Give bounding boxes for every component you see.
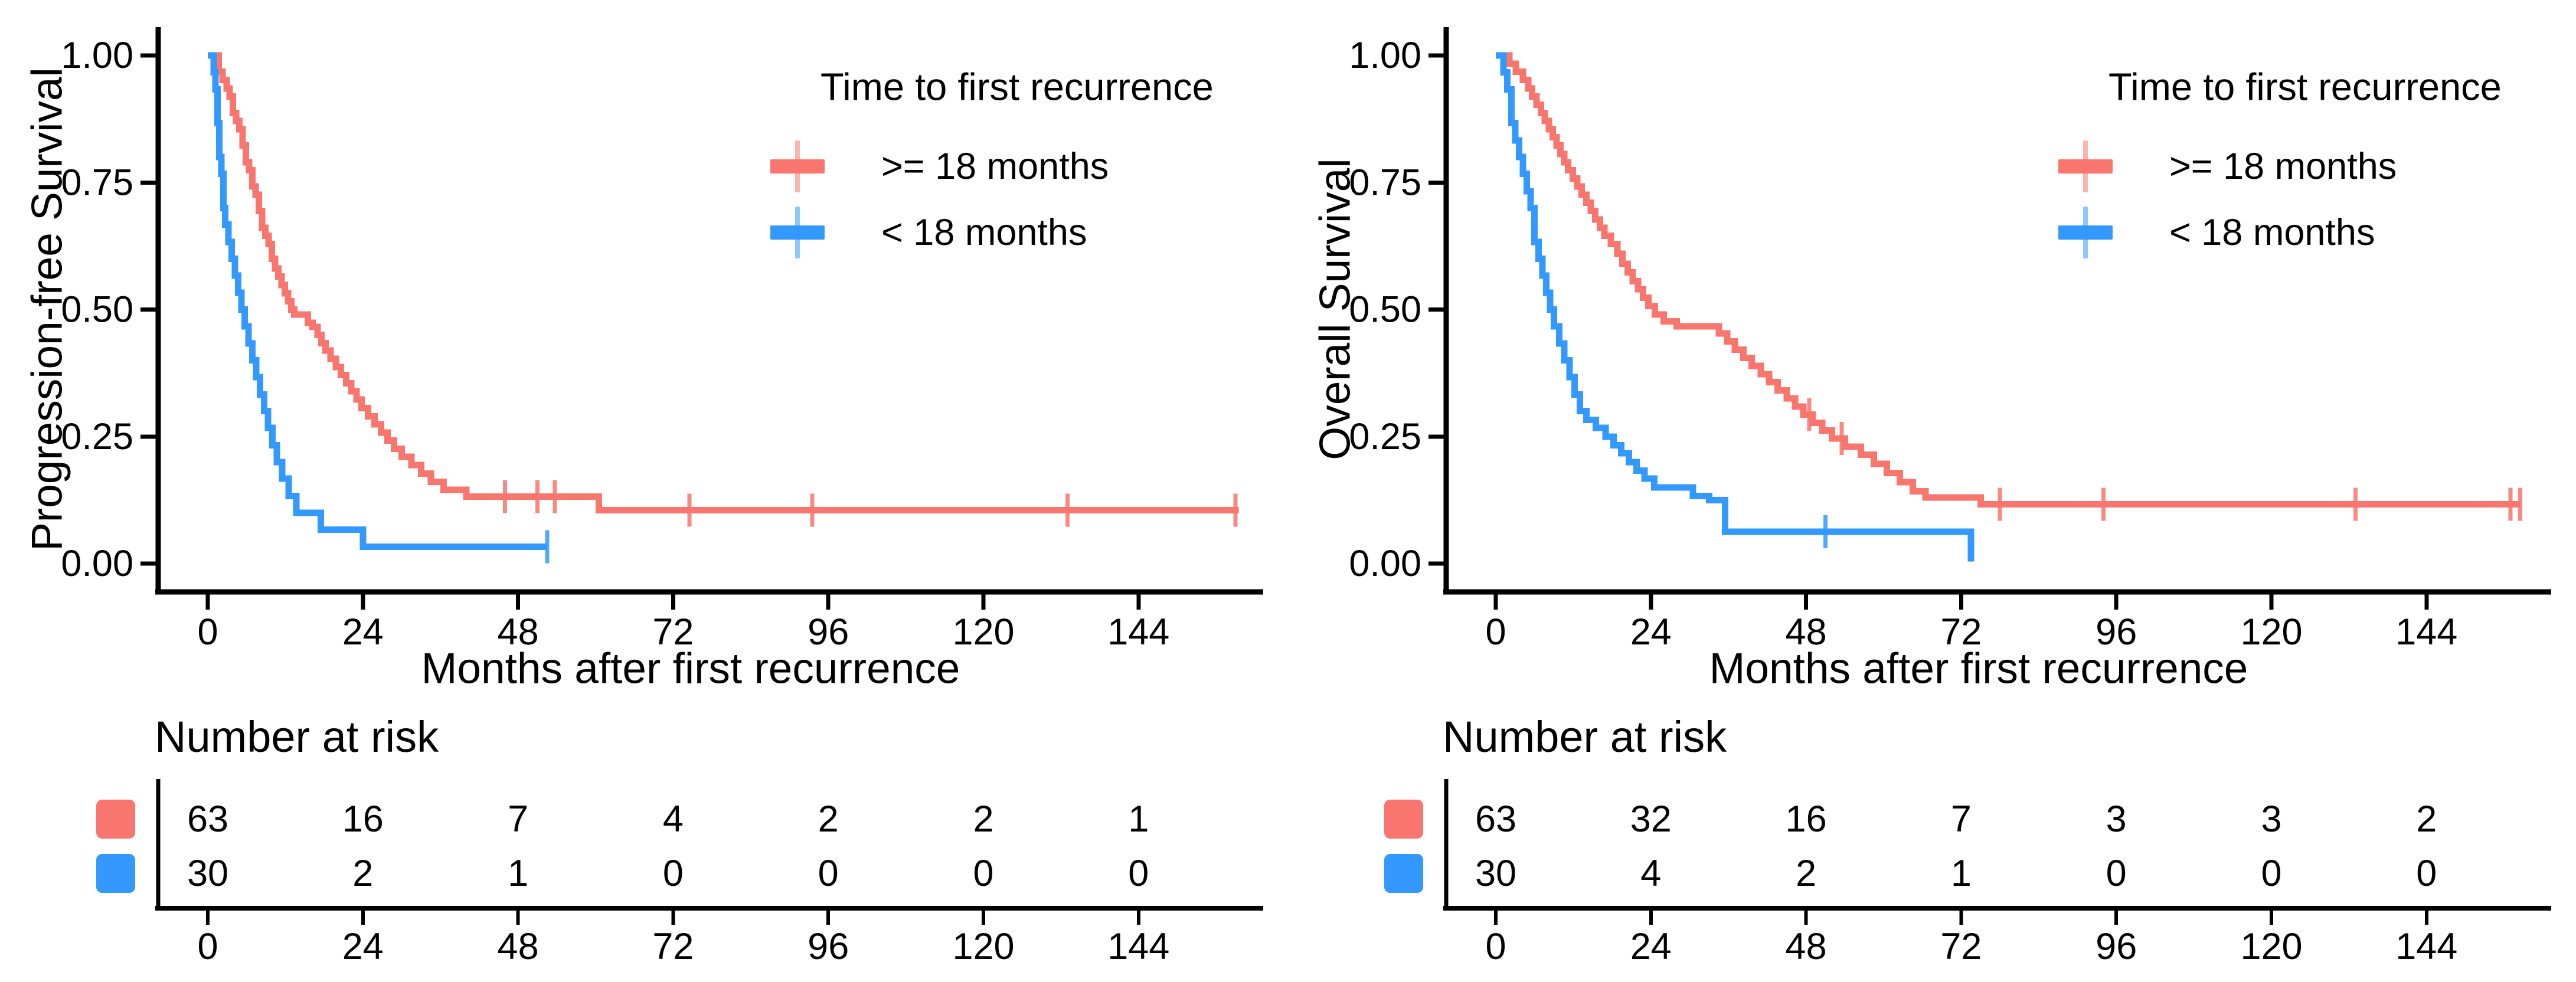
y-tick-label: 0.00	[61, 543, 133, 584]
y-tick-label: 0.25	[1349, 416, 1421, 457]
pfs-y-axis-title: Progression-free Survival	[23, 67, 71, 551]
y-tick-label: 0.75	[61, 162, 133, 203]
x-tick-label: 72	[1940, 611, 1982, 653]
risk-count: 3	[2261, 798, 2281, 840]
risk-row-key-lt18-icon	[96, 854, 135, 893]
x-tick-label: 0	[1485, 611, 1506, 653]
risk-row-key-lt18-icon	[1384, 854, 1423, 893]
x-tick-label: 96	[2096, 611, 2137, 653]
km-curve	[1496, 52, 1975, 562]
risk-count: 16	[1786, 798, 1827, 840]
risk-row-key-ge18-icon	[96, 800, 135, 839]
risk-tick-label: 24	[1630, 926, 1672, 967]
y-tick-label: 0.25	[61, 416, 133, 457]
risk-tick-label: 72	[652, 926, 694, 967]
pfs-x-axis-title: Months after first recurrence	[421, 644, 960, 693]
risk-count: 0	[1128, 853, 1149, 894]
km-curve	[208, 52, 1239, 514]
y-tick-label: 0.75	[1349, 162, 1421, 203]
os-y-axis-title: Overall Survival	[1311, 158, 1359, 460]
risk-count: 0	[2106, 853, 2127, 894]
y-tick-label: 0.50	[61, 289, 133, 330]
risk-tick-label: 24	[342, 926, 384, 967]
x-tick-label: 120	[952, 611, 1014, 653]
risk-count: 4	[663, 798, 684, 840]
risk-count: 7	[508, 798, 528, 840]
risk-count: 0	[663, 853, 684, 894]
risk-count: 4	[1640, 853, 1661, 894]
x-tick-label: 48	[498, 611, 539, 653]
risk-count: 2	[352, 853, 373, 894]
risk-count: 2	[973, 798, 993, 840]
risk-tick-label: 144	[1107, 926, 1169, 967]
os-x-axis-title: Months after first recurrence	[1709, 644, 2248, 693]
x-tick-label: 24	[1630, 611, 1672, 653]
risk-count: 0	[2261, 853, 2281, 894]
os-panel: 1.00 0.75 0.50 0.25 0.00 0 24 48 72 96 120 144 63 32 1…	[1288, 0, 2576, 982]
risk-count: 63	[187, 798, 228, 840]
risk-count: 2	[1796, 853, 1816, 894]
pfs-risk-table-title: Number at risk	[155, 712, 439, 761]
risk-tick-label: 96	[808, 926, 849, 967]
y-tick-label: 1.00	[61, 35, 133, 76]
risk-tick-label: 120	[2240, 926, 2302, 967]
risk-count: 30	[1475, 853, 1516, 894]
risk-count: 0	[818, 853, 839, 894]
risk-count: 3	[2106, 798, 2127, 840]
risk-tick-label: 144	[2395, 926, 2457, 967]
km-curve	[208, 52, 547, 551]
risk-tick-label: 0	[197, 926, 218, 967]
risk-count: 2	[2416, 798, 2437, 840]
risk-count: 32	[1630, 798, 1672, 840]
os-risk-table-title: Number at risk	[1443, 712, 1727, 761]
y-tick-label: 0.00	[1349, 543, 1421, 584]
x-tick-label: 144	[1107, 611, 1169, 653]
x-tick-label: 120	[2240, 611, 2302, 653]
y-tick-label: 0.50	[1349, 289, 1421, 330]
risk-count: 63	[1475, 798, 1516, 840]
risk-tick-label: 0	[1485, 926, 1506, 967]
risk-count: 0	[973, 853, 993, 894]
risk-tick-label: 72	[1940, 926, 1982, 967]
risk-count: 0	[2416, 853, 2437, 894]
x-tick-label: 96	[808, 611, 849, 653]
risk-tick-label: 48	[1786, 926, 1827, 967]
risk-tick-label: 96	[2096, 926, 2137, 967]
risk-row-key-ge18-icon	[1384, 800, 1423, 839]
risk-count: 7	[1951, 798, 1972, 840]
km-curve	[1496, 52, 2521, 508]
x-tick-label: 48	[1786, 611, 1827, 653]
pfs-panel: 1.00 0.75 0.50 0.25 0.00 0 24 48 72 96 120 144 63 16 7…	[23, 27, 1263, 967]
x-tick-label: 0	[197, 611, 218, 653]
risk-count: 1	[1951, 853, 1972, 894]
risk-tick-label: 48	[498, 926, 539, 967]
x-tick-label: 144	[2395, 611, 2457, 653]
risk-tick-label: 120	[952, 926, 1014, 967]
x-tick-label: 72	[652, 611, 694, 653]
risk-count: 1	[1128, 798, 1149, 840]
y-tick-label: 1.00	[1349, 35, 1421, 76]
risk-count: 1	[508, 853, 528, 894]
x-tick-label: 24	[342, 611, 384, 653]
risk-count: 2	[818, 798, 839, 840]
risk-count: 16	[342, 798, 384, 840]
risk-count: 30	[187, 853, 228, 894]
